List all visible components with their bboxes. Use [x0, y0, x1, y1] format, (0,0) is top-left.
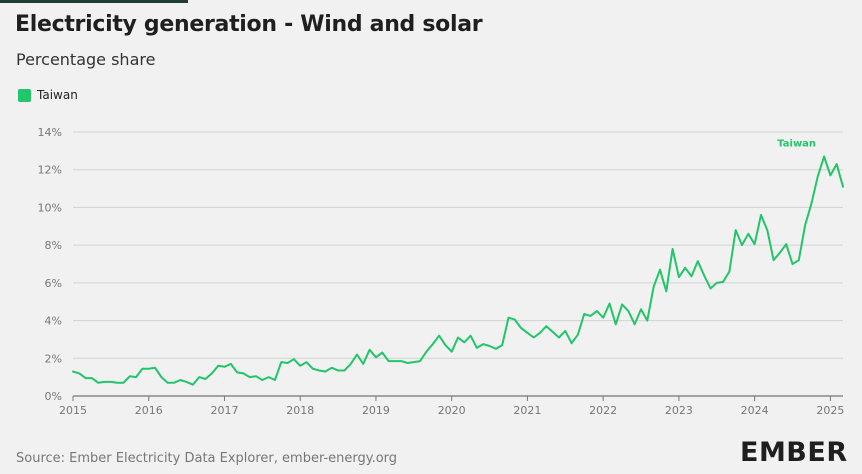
y-tick-label-6: 12% [38, 164, 62, 177]
y-tick-label-7: 14% [38, 126, 62, 139]
x-tick-label-3: 2018 [286, 404, 314, 417]
x-tick-label-8: 2023 [665, 404, 693, 417]
chart-subtitle: Percentage share [16, 50, 156, 69]
series-end-label-taiwan: Taiwan [777, 139, 816, 150]
y-tick-label-0: 0% [45, 390, 62, 403]
x-tick-label-5: 2020 [438, 404, 466, 417]
y-tick-label-4: 8% [45, 239, 62, 252]
x-tick-label-6: 2021 [513, 404, 541, 417]
y-tick-label-2: 4% [45, 315, 62, 328]
legend[interactable]: Taiwan [18, 88, 78, 102]
ember-logo: EMBER [740, 437, 848, 468]
legend-label-taiwan: Taiwan [37, 88, 78, 102]
x-tick-label-7: 2022 [589, 404, 617, 417]
y-tick-label-3: 6% [45, 277, 62, 290]
x-tick-label-1: 2016 [135, 404, 163, 417]
x-tick-label-9: 2024 [741, 404, 769, 417]
x-tick-label-10: 2025 [816, 404, 844, 417]
chart-title: Electricity generation - Wind and solar [15, 12, 483, 37]
series-line-taiwan [72, 155, 844, 386]
source-note: Source: Ember Electricity Data Explorer,… [16, 451, 398, 466]
x-tick-label-2: 2017 [210, 404, 238, 417]
x-tick-label-4: 2019 [362, 404, 390, 417]
y-tick-label-1: 2% [45, 352, 62, 365]
top-accent-bar [0, 0, 188, 3]
x-tick-label-0: 2015 [59, 404, 87, 417]
legend-swatch-taiwan [18, 88, 31, 102]
y-tick-label-5: 10% [38, 201, 62, 214]
